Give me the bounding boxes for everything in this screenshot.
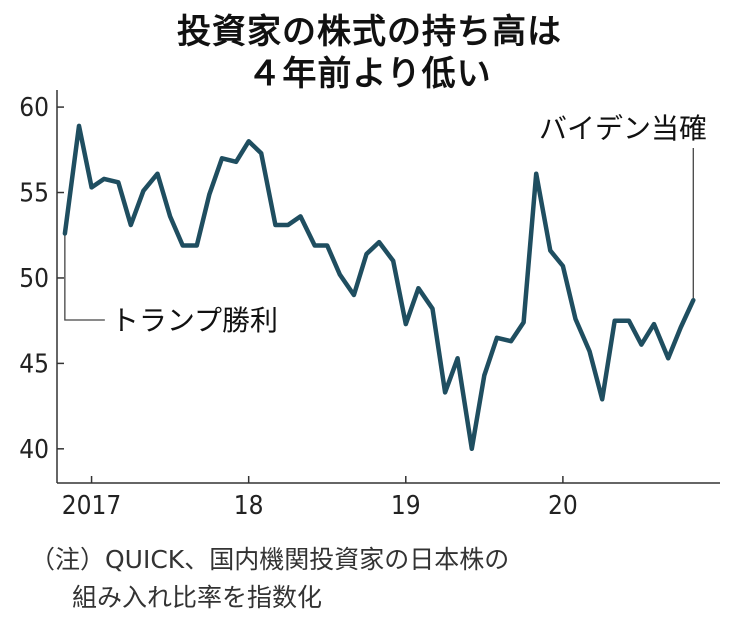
chart-title-line1: 投資家の株式の持ち高は bbox=[177, 12, 562, 52]
annotation-label-biden: バイデン当確 bbox=[539, 112, 707, 145]
y-tick-label: 55 bbox=[19, 179, 49, 209]
x-tick-label: 19 bbox=[391, 491, 421, 521]
y-tick-label: 60 bbox=[19, 93, 49, 123]
annotation-label-trump: トランプ勝利 bbox=[111, 304, 278, 337]
x-tick-label: 2017 bbox=[62, 491, 122, 521]
series-line bbox=[62, 123, 696, 452]
x-tick-label: 20 bbox=[548, 491, 578, 521]
y-tick-label: 45 bbox=[19, 349, 49, 379]
chart-title-line2: ４年前より低い bbox=[247, 54, 492, 94]
y-tick-label: 50 bbox=[19, 264, 49, 294]
annotation-leader-trump bbox=[64, 233, 105, 321]
chart-note-line2: 組み入れ比率を指数化 bbox=[72, 583, 323, 612]
x-tick-label: 18 bbox=[234, 491, 264, 521]
chart-note-line1: （注）QUICK、国内機関投資家の日本株の bbox=[30, 545, 510, 574]
y-tick-label: 40 bbox=[19, 435, 49, 465]
